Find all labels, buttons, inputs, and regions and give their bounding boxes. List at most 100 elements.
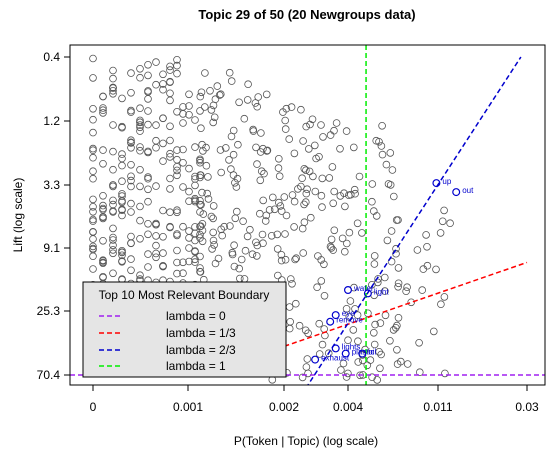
- term-point: [386, 149, 395, 157]
- term-point: [288, 191, 297, 199]
- top-term-label: lights: [342, 342, 361, 351]
- term-point: [99, 259, 107, 268]
- x-tick-label: 0.03: [515, 400, 539, 414]
- term-point: [339, 359, 348, 368]
- term-point: [363, 361, 372, 370]
- term-point: [99, 204, 107, 213]
- term-point: [89, 215, 97, 224]
- term-point: [302, 363, 311, 371]
- term-point: [304, 369, 312, 378]
- term-point: [290, 223, 298, 231]
- term-point: [368, 373, 376, 382]
- term-point: [285, 135, 294, 143]
- term-point: [152, 220, 160, 229]
- term-point: [197, 171, 205, 180]
- term-point: [89, 228, 97, 236]
- term-point: [285, 303, 294, 311]
- term-point: [291, 299, 300, 308]
- term-point: [313, 283, 321, 292]
- term-point: [340, 247, 349, 256]
- term-point: [109, 84, 117, 92]
- term-point: [127, 266, 135, 275]
- term-point: [118, 206, 126, 215]
- term-point: [277, 256, 286, 265]
- term-point: [356, 371, 364, 380]
- term-point: [377, 142, 386, 150]
- term-point: [381, 287, 389, 295]
- term-point: [173, 61, 181, 70]
- term-point: [118, 150, 126, 158]
- term-point: [403, 360, 412, 368]
- term-point: [136, 275, 144, 283]
- term-point: [127, 255, 135, 263]
- term-point: [292, 254, 301, 263]
- term-point: [301, 198, 310, 206]
- term-point: [265, 206, 274, 214]
- term-point: [373, 278, 382, 287]
- top-term-label: plastic: [352, 348, 375, 357]
- term-point: [422, 231, 430, 239]
- term-point: [159, 139, 167, 148]
- term-point: [89, 252, 97, 261]
- term-point: [207, 106, 216, 114]
- term-point: [342, 239, 351, 248]
- term-point: [173, 231, 181, 240]
- term-point: [159, 70, 167, 79]
- term-point: [191, 172, 199, 181]
- term-point: [152, 58, 160, 66]
- term-point: [332, 119, 341, 127]
- term-point: [99, 104, 107, 112]
- term-point: [144, 120, 152, 129]
- term-point: [263, 147, 271, 155]
- term-point: [370, 260, 379, 268]
- term-point: [199, 147, 207, 155]
- term-point: [152, 232, 160, 240]
- term-point: [118, 161, 126, 170]
- term-point: [303, 355, 312, 363]
- term-point: [218, 231, 227, 240]
- term-point: [246, 225, 254, 234]
- term-point: [394, 282, 402, 291]
- term-point: [285, 324, 294, 333]
- term-point: [89, 217, 97, 225]
- y-tick-label: 3.3: [43, 178, 60, 192]
- term-point: [251, 99, 260, 107]
- term-point: [394, 279, 403, 288]
- term-point: [109, 196, 117, 205]
- term-point: [198, 237, 207, 246]
- term-point: [326, 131, 335, 139]
- term-point: [220, 222, 229, 231]
- term-point: [185, 187, 193, 196]
- term-point: [144, 61, 152, 69]
- term-point: [109, 66, 117, 75]
- term-point: [118, 192, 126, 200]
- term-point: [196, 230, 204, 239]
- term-point: [413, 246, 422, 254]
- x-tick-label: 0: [90, 400, 97, 414]
- term-point: [258, 230, 267, 239]
- top-term-point: [358, 349, 367, 358]
- term-point: [118, 247, 126, 255]
- term-point: [342, 127, 351, 135]
- top-term-point: [311, 355, 320, 364]
- term-point: [273, 245, 282, 253]
- term-point: [203, 189, 212, 198]
- x-tick-label: 0.011: [423, 400, 452, 414]
- term-point: [423, 243, 431, 251]
- term-point: [99, 109, 107, 117]
- term-point: [89, 244, 97, 253]
- term-point: [166, 66, 174, 74]
- term-point: [144, 263, 152, 271]
- term-point: [201, 69, 209, 77]
- term-point: [235, 264, 244, 273]
- term-point: [179, 269, 187, 278]
- term-point: [136, 146, 144, 155]
- term-point: [230, 241, 238, 250]
- term-point: [315, 350, 324, 358]
- term-point: [304, 145, 313, 153]
- term-point: [227, 77, 236, 85]
- term-point: [299, 137, 307, 145]
- x-axis-label: P(Token | Topic) (log scale): [234, 434, 378, 448]
- term-point: [438, 217, 447, 226]
